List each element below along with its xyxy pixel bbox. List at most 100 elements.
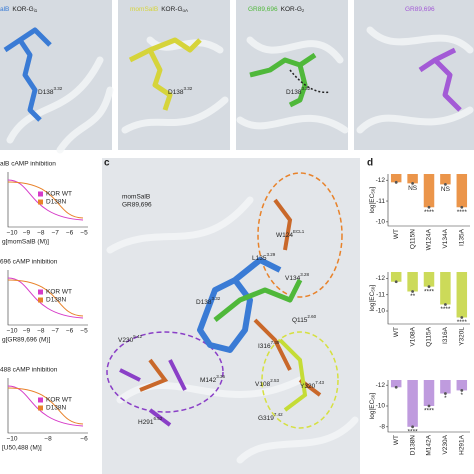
- significance: **: [410, 293, 416, 300]
- ribbon: [236, 36, 349, 134]
- curve: [7, 279, 84, 317]
- x-tick-label: I135A: [459, 228, 466, 246]
- y-tick-label: -12: [376, 177, 386, 184]
- axis: [387, 380, 470, 433]
- legend-swatch: [38, 297, 43, 303]
- x-tick-label: −6: [66, 230, 74, 237]
- residue-name: L135: [252, 255, 267, 262]
- x-tick-label: V108A: [409, 326, 416, 346]
- curve: [7, 179, 84, 221]
- residue-sup: 7.39: [271, 340, 280, 345]
- residue-name: G319: [258, 415, 274, 422]
- y-tick-label: -12: [376, 275, 386, 282]
- y-label-end: ]: [369, 187, 376, 189]
- data-point: [394, 280, 398, 284]
- significance: ****: [457, 209, 468, 216]
- residue-sup: 3.32: [54, 86, 63, 91]
- residue-stick: [119, 359, 187, 427]
- x-tick-label: V230A: [442, 434, 449, 454]
- panel-caption: alB KOR-Gi1: [0, 6, 38, 13]
- bar: [423, 174, 435, 208]
- data-point: [460, 389, 464, 392]
- residue-sup: 5.42: [133, 334, 142, 339]
- x-tick-label: Q115A: [426, 326, 433, 346]
- y-label-end: ]: [369, 393, 376, 395]
- residue-label: V1343.28: [285, 272, 309, 282]
- residue-name: V230: [118, 337, 134, 344]
- legend-swatch: [38, 405, 43, 411]
- pocket-outline: [257, 172, 343, 298]
- bar: [440, 174, 451, 185]
- residue-label: D1383.32: [196, 296, 221, 306]
- residue-name: D138: [286, 89, 302, 96]
- structure-image: [102, 158, 360, 474]
- y-tick-label: -11: [376, 291, 385, 298]
- x-tick-label: −8: [37, 230, 45, 237]
- x-tick-label: Y320L: [459, 327, 466, 346]
- y-tick-label: -11: [376, 198, 385, 205]
- top-row: [0, 0, 474, 154]
- data-point: [427, 205, 431, 209]
- bar: [390, 174, 402, 183]
- residue-sup: 7.43: [315, 380, 324, 385]
- y-label-sub: 50: [371, 188, 376, 194]
- complex-name: KOR-G: [12, 6, 33, 13]
- data-point: [394, 385, 398, 389]
- curve: [7, 385, 84, 427]
- legend-label: KOR WT: [46, 397, 72, 404]
- legend-swatch: [38, 289, 43, 295]
- axis: [387, 272, 470, 325]
- data-point: [460, 316, 464, 319]
- data-point: [427, 404, 431, 408]
- panel-caption: momSalB KOR-GoA: [130, 6, 188, 13]
- data-point: [411, 181, 414, 185]
- curve: [7, 181, 84, 219]
- residue-name: H291: [138, 419, 154, 426]
- residue-sup: 3.36: [216, 374, 225, 379]
- x-tick-label: −5: [80, 230, 88, 237]
- panel-caption: GR89,696 KOR-Gz: [248, 6, 305, 13]
- y-axis-label: log[EC50]: [369, 187, 376, 214]
- significance: NS: [441, 186, 451, 193]
- y-tick-label: -10: [376, 308, 386, 315]
- x-axis-label: [U50,488 (M)]: [2, 445, 42, 452]
- ligand-stick: [213, 278, 303, 322]
- residue-name: V108: [255, 381, 271, 388]
- chart-title: 696 cAMP inhibition: [0, 259, 58, 266]
- ligand-stick: [128, 37, 202, 111]
- x-tick-label: WT: [393, 327, 400, 337]
- x-tick-label: M142A: [426, 434, 433, 455]
- residue-sup: 7.42: [274, 412, 283, 417]
- x-tick-label: −8: [44, 436, 52, 443]
- x-tick-label: −8: [37, 328, 45, 335]
- x-tick-label: W124A: [426, 228, 433, 250]
- legend-label: D138N: [46, 297, 67, 304]
- bar: [440, 272, 451, 305]
- complex-name: KOR-G: [161, 6, 182, 13]
- data-point: [444, 303, 447, 306]
- y-label: log[EC: [369, 291, 376, 311]
- x-tick-label: −9: [23, 230, 31, 237]
- x-tick-label: −5: [80, 328, 88, 335]
- ligand-name: momSalB: [130, 6, 158, 13]
- x-tick-label: H291A: [459, 434, 466, 455]
- ligand-legend: momSalB: [122, 194, 150, 201]
- residue-label: D1383.32: [38, 86, 63, 96]
- x-tick-label: WT: [393, 229, 400, 239]
- significance: *: [444, 395, 447, 402]
- x-tick-label: −9: [23, 328, 31, 335]
- ribbon: [106, 196, 359, 464]
- bar: [407, 272, 418, 292]
- axis: [7, 378, 88, 434]
- significance: ****: [424, 209, 435, 216]
- residue-name: M142: [200, 377, 217, 384]
- significance: ****: [408, 429, 419, 436]
- residue-sup: 3.28: [300, 272, 309, 277]
- y-axis-label: log[EC50]: [369, 393, 376, 420]
- y-tick-label: -8: [379, 424, 385, 431]
- residue-label: H2916.52: [138, 416, 163, 426]
- residue-name: W124: [276, 232, 293, 239]
- legend-label: KOR WT: [46, 289, 72, 296]
- significance: *: [461, 392, 464, 399]
